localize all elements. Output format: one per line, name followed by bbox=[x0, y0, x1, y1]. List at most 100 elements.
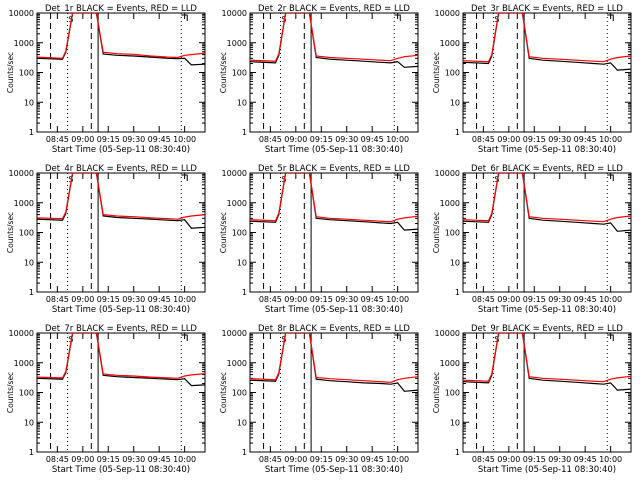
x-tick-label: 09:45 bbox=[361, 295, 384, 304]
series-lld-line bbox=[250, 333, 418, 383]
x-tick-label: 08:45 bbox=[46, 295, 69, 304]
interval-bracket bbox=[394, 14, 401, 21]
x-tick-label: 10:00 bbox=[599, 455, 622, 464]
y-tick-label: 1000 bbox=[440, 199, 460, 208]
y-tick-label: 1 bbox=[242, 128, 247, 137]
interval-bracket bbox=[607, 14, 614, 21]
x-tick-label: 08:45 bbox=[259, 295, 282, 304]
x-tick-label: 09:30 bbox=[548, 135, 571, 144]
series-lld-line bbox=[37, 13, 205, 59]
panel-title: Det_8r BLACK = Events, RED = LLD bbox=[258, 324, 410, 334]
y-tick-label: 10000 bbox=[9, 9, 34, 18]
y-tick-label: 100 bbox=[232, 69, 247, 78]
x-axis-label: Start Time (05-Sep-11 08:30:40) bbox=[52, 465, 190, 475]
x-tick-label: 08:45 bbox=[259, 455, 282, 464]
y-axis-label: Counts/sec bbox=[6, 212, 15, 253]
x-tick-label: 10:00 bbox=[173, 295, 196, 304]
y-tick-label: 1 bbox=[29, 288, 34, 297]
x-tick-label: 09:30 bbox=[548, 455, 571, 464]
series-events-line bbox=[250, 333, 418, 392]
x-tick-label: 09:45 bbox=[574, 455, 597, 464]
y-tick-label: 1000 bbox=[14, 359, 34, 368]
x-tick-label: 09:00 bbox=[71, 135, 94, 144]
detector-panel: 1 10 100 1000 10000 08:45 09:00 09:15 09:30 09:45… bbox=[219, 4, 419, 155]
y-tick-label: 1000 bbox=[227, 39, 247, 48]
y-axis-label: Counts/sec bbox=[432, 212, 441, 253]
x-axis-label: Start Time (05-Sep-11 08:30:40) bbox=[265, 145, 403, 155]
x-tick-label: 08:45 bbox=[259, 135, 282, 144]
y-tick-label: 100 bbox=[232, 389, 247, 398]
panel-title: Det_3r BLACK = Events, RED = LLD bbox=[471, 4, 623, 14]
x-tick-label: 10:00 bbox=[599, 295, 622, 304]
x-tick-label: 09:00 bbox=[497, 455, 520, 464]
detector-panel: 1 10 100 1000 10000 08:45 09:00 09:15 09:30 09:45… bbox=[6, 324, 206, 475]
x-tick-label: 09:30 bbox=[122, 135, 145, 144]
panel-title: Det_4r BLACK = Events, RED = LLD bbox=[45, 164, 197, 174]
x-tick-label: 09:45 bbox=[361, 135, 384, 144]
x-tick-label: 10:00 bbox=[173, 455, 196, 464]
x-tick-label: 09:00 bbox=[71, 455, 94, 464]
y-tick-label: 10000 bbox=[222, 329, 247, 338]
x-tick-label: 09:15 bbox=[523, 455, 546, 464]
x-tick-label: 09:30 bbox=[548, 295, 571, 304]
y-axis-label: Counts/sec bbox=[219, 212, 228, 253]
x-tick-label: 08:45 bbox=[472, 455, 495, 464]
series-lld-line bbox=[37, 333, 205, 379]
interval-bracket bbox=[394, 174, 401, 181]
x-axis-label: Start Time (05-Sep-11 08:30:40) bbox=[265, 465, 403, 475]
x-tick-label: 09:45 bbox=[148, 295, 171, 304]
y-tick-label: 10 bbox=[24, 98, 34, 107]
panel-title: Det_5r BLACK = Events, RED = LLD bbox=[258, 164, 410, 174]
y-tick-label: 100 bbox=[232, 229, 247, 238]
panel-title: Det_7r BLACK = Events, RED = LLD bbox=[45, 324, 197, 334]
series-lld-line bbox=[250, 13, 418, 62]
plot-frame bbox=[462, 332, 632, 453]
y-tick-label: 1000 bbox=[440, 39, 460, 48]
plot-frame bbox=[36, 172, 206, 293]
x-tick-label: 09:15 bbox=[97, 455, 120, 464]
y-tick-label: 10 bbox=[450, 418, 460, 427]
y-tick-label: 10000 bbox=[222, 9, 247, 18]
x-tick-label: 09:45 bbox=[574, 135, 597, 144]
x-tick-label: 10:00 bbox=[386, 295, 409, 304]
interval-bracket bbox=[607, 174, 614, 181]
plot-frame bbox=[36, 332, 206, 453]
series-lld-line bbox=[463, 13, 631, 63]
plot-frame bbox=[249, 12, 419, 133]
panel-title: Det_2r BLACK = Events, RED = LLD bbox=[258, 4, 410, 14]
y-tick-label: 10 bbox=[450, 98, 460, 107]
x-tick-label: 09:30 bbox=[122, 295, 145, 304]
y-tick-label: 10000 bbox=[9, 169, 34, 178]
y-axis-label: Counts/sec bbox=[6, 372, 15, 413]
y-axis-label: Counts/sec bbox=[219, 52, 228, 93]
interval-bracket bbox=[394, 334, 401, 341]
x-tick-label: 10:00 bbox=[386, 135, 409, 144]
series-events-line bbox=[250, 13, 418, 68]
y-tick-label: 1000 bbox=[14, 39, 34, 48]
series-lld-line bbox=[37, 173, 205, 220]
x-tick-label: 10:00 bbox=[599, 135, 622, 144]
x-tick-label: 08:45 bbox=[472, 135, 495, 144]
y-tick-label: 10000 bbox=[222, 169, 247, 178]
y-tick-label: 10 bbox=[237, 418, 247, 427]
y-axis-label: Counts/sec bbox=[432, 52, 441, 93]
y-tick-label: 100 bbox=[445, 69, 460, 78]
y-axis-label: Counts/sec bbox=[219, 372, 228, 413]
y-axis-label: Counts/sec bbox=[6, 52, 15, 93]
y-tick-label: 10 bbox=[237, 98, 247, 107]
y-tick-label: 100 bbox=[19, 229, 34, 238]
x-tick-label: 09:15 bbox=[310, 455, 333, 464]
x-tick-label: 09:15 bbox=[523, 135, 546, 144]
detector-panel: 1 10 100 1000 10000 08:45 09:00 09:15 09:30 09:45… bbox=[432, 324, 632, 475]
x-tick-label: 09:00 bbox=[284, 455, 307, 464]
x-axis-label: Start Time (05-Sep-11 08:30:40) bbox=[52, 145, 190, 155]
x-axis-label: Start Time (05-Sep-11 08:30:40) bbox=[478, 305, 616, 315]
x-axis-label: Start Time (05-Sep-11 08:30:40) bbox=[265, 305, 403, 315]
detector-panel: 1 10 100 1000 10000 08:45 09:00 09:15 09:30 09:45… bbox=[6, 164, 206, 315]
x-tick-label: 08:45 bbox=[46, 135, 69, 144]
x-tick-label: 09:30 bbox=[335, 135, 358, 144]
y-tick-label: 10 bbox=[450, 258, 460, 267]
x-tick-label: 10:00 bbox=[386, 455, 409, 464]
x-tick-label: 09:30 bbox=[335, 455, 358, 464]
